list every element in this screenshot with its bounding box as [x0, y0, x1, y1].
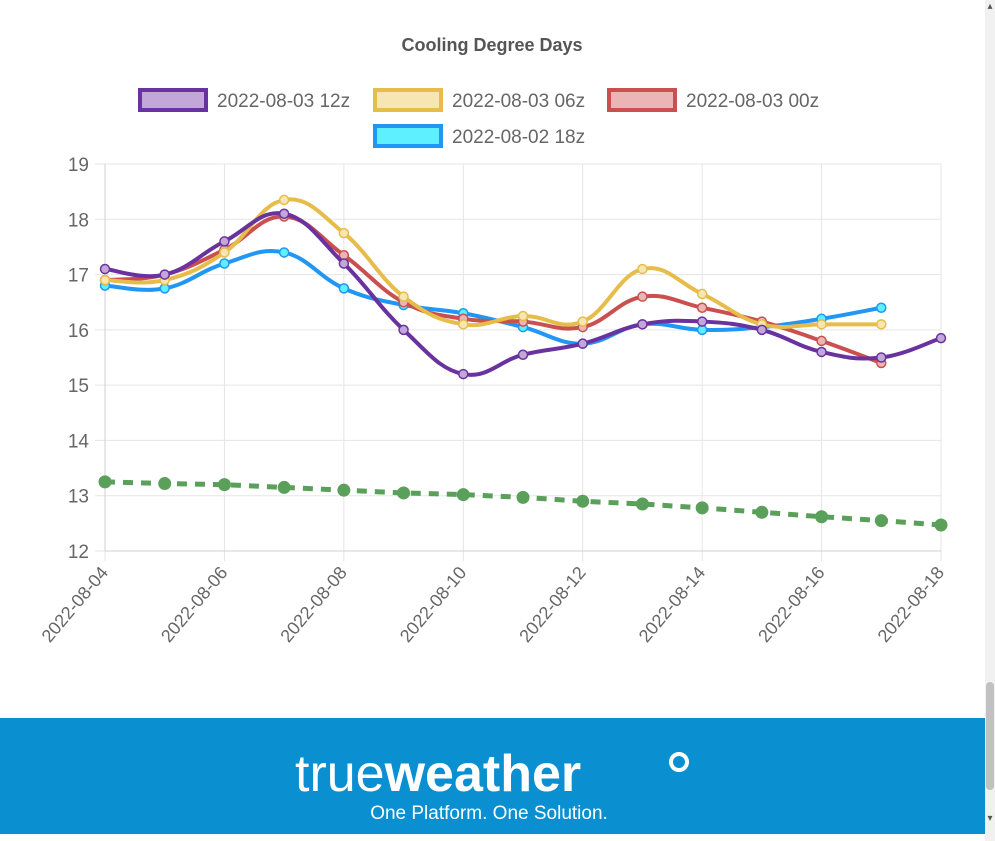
data-point: [516, 490, 530, 504]
x-tick-label: 2022-08-08: [276, 563, 351, 646]
brand-name-bold: weather: [384, 745, 582, 803]
data-point: [337, 483, 351, 497]
data-point: [458, 368, 469, 380]
data-point: [338, 283, 350, 294]
data-point: [815, 510, 829, 524]
data-point: [517, 349, 529, 360]
brand-name-light: true: [295, 745, 385, 803]
data-point: [876, 352, 887, 363]
data-point: [816, 335, 827, 347]
scroll-up-arrow-icon[interactable]: ▴: [987, 1, 993, 12]
legend-label: 2022-08-03 06z: [452, 91, 585, 112]
data-point: [458, 319, 469, 330]
legend-item: 2022-08-03 06z: [373, 88, 585, 112]
data-point: [99, 263, 111, 275]
legend-item: 2022-08-03 12z: [138, 88, 350, 112]
y-tick-label: 19: [68, 155, 89, 176]
data-point: [876, 319, 887, 330]
data-point: [219, 247, 230, 258]
series-line: [104, 197, 882, 330]
bottom-strip: [0, 834, 985, 841]
data-point: [756, 324, 768, 336]
data-point: [456, 488, 470, 502]
data-point: [158, 477, 172, 491]
scrollbar-thumb[interactable]: [986, 682, 994, 790]
series-line: [104, 211, 942, 377]
series-trend-dashed: [98, 475, 948, 532]
y-tick-label: 15: [68, 376, 89, 397]
legend-swatch: [138, 88, 208, 112]
x-tick-label: 2022-08-14: [635, 563, 710, 646]
data-point: [577, 316, 588, 327]
data-point: [695, 501, 709, 515]
data-point: [278, 247, 290, 258]
legend-swatch: [607, 88, 677, 112]
y-tick-label: 16: [68, 321, 89, 342]
data-point: [99, 274, 111, 286]
legend-item: 2022-08-03 00z: [607, 88, 819, 112]
data-point: [637, 291, 648, 302]
trueweather-logo: trueweather One Platform. One Solution.: [295, 745, 689, 824]
data-point: [398, 291, 409, 302]
cooling-degree-days-chart: Cooling Degree Days 2022-08-03 12z 2022-08…: [38, 35, 949, 646]
x-tick-label: 2022-08-12: [515, 563, 590, 646]
data-point: [338, 258, 350, 269]
data-point: [755, 505, 769, 519]
data-point: [397, 486, 411, 500]
data-point: [637, 319, 648, 330]
legend-label: 2022-08-03 12z: [217, 91, 350, 112]
data-point: [816, 319, 827, 330]
data-point: [398, 324, 409, 336]
data-point: [576, 494, 590, 508]
data-point: [277, 480, 291, 494]
data-point: [874, 514, 888, 528]
vertical-scrollbar[interactable]: ▴ ▾: [985, 0, 995, 841]
data-point: [696, 302, 708, 313]
chart-area: Cooling Degree Days 2022-08-03 12z 2022-08…: [38, 35, 949, 646]
data-point: [935, 332, 947, 344]
svg-text:trueweather: trueweather: [295, 745, 581, 803]
legend-label: 2022-08-02 18z: [452, 127, 585, 148]
series-2022-08-03-12z: [99, 208, 947, 380]
legend-swatch: [373, 88, 443, 112]
data-point: [934, 518, 948, 532]
data-point: [338, 227, 350, 239]
brand-tagline: One Platform. One Solution.: [370, 803, 608, 824]
series-2022-08-03-06z: [99, 194, 887, 330]
y-tick-label: 13: [68, 487, 89, 508]
scroll-down-arrow-icon[interactable]: ▾: [987, 813, 993, 824]
x-tick-label: 2022-08-16: [754, 563, 829, 646]
x-tick-label: 2022-08-18: [874, 563, 949, 646]
x-tick-label: 2022-08-06: [157, 563, 232, 646]
series-2022-08-03-00z: [99, 211, 887, 369]
data-point: [278, 194, 290, 206]
data-point: [696, 316, 708, 327]
x-tick-label: 2022-08-04: [38, 563, 113, 646]
brand-banner: trueweather One Platform. One Solution.: [0, 718, 985, 834]
data-point: [577, 338, 588, 349]
data-point: [696, 288, 708, 300]
data-point: [635, 497, 649, 511]
data-point: [219, 258, 230, 269]
data-point: [219, 236, 230, 247]
data-point: [816, 346, 827, 358]
y-tick-label: 18: [68, 210, 89, 231]
legend-swatch: [373, 124, 443, 148]
data-point: [278, 208, 290, 220]
y-tick-label: 14: [68, 431, 90, 452]
brand-degree-mark: [669, 752, 689, 772]
chart-title: Cooling Degree Days: [401, 35, 582, 55]
data-point: [517, 310, 529, 322]
x-tick-label: 2022-08-10: [396, 563, 471, 646]
y-tick-label: 17: [68, 266, 89, 287]
data-point: [876, 302, 887, 313]
data-point: [217, 478, 231, 492]
legend-label: 2022-08-03 00z: [686, 91, 819, 112]
data-point: [98, 475, 112, 489]
y-tick-label: 12: [68, 542, 89, 563]
data-point: [637, 263, 648, 275]
data-point: [159, 269, 170, 280]
legend-item: 2022-08-02 18z: [373, 124, 585, 148]
